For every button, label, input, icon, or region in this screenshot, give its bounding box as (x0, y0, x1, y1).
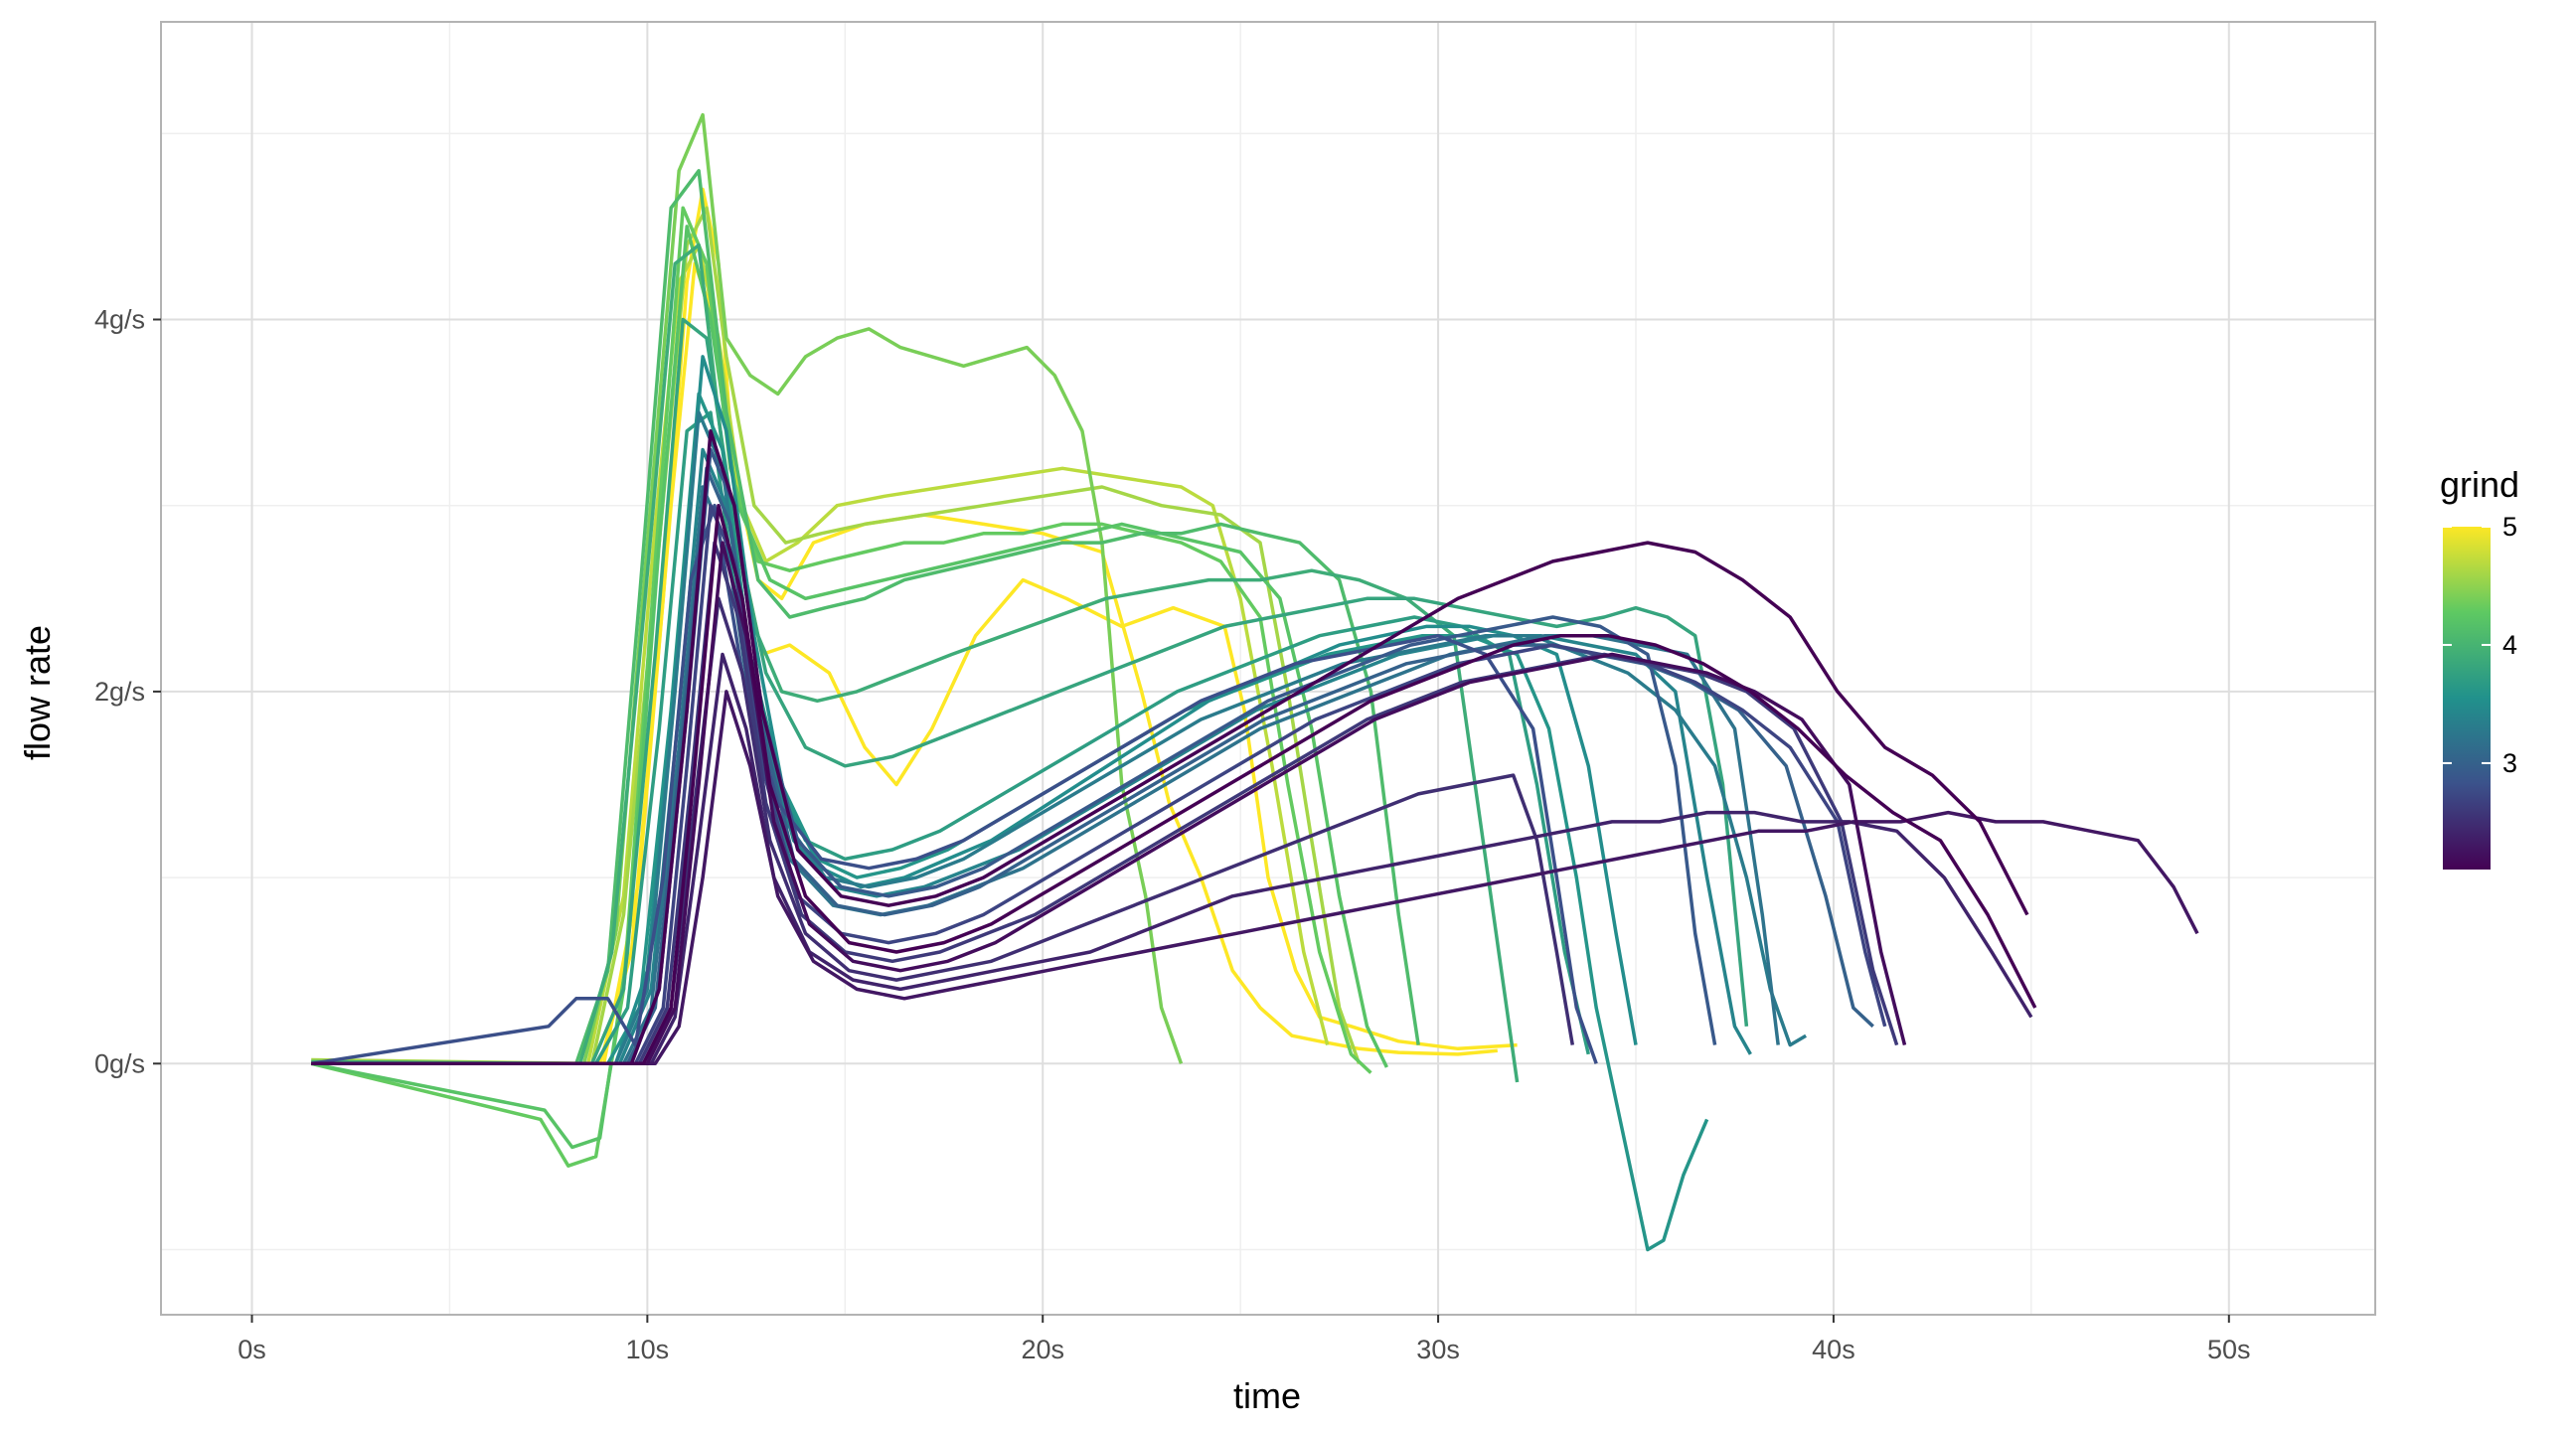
y-tick-label: 0g/s (94, 1048, 145, 1078)
flow-series-line (311, 503, 2037, 1066)
x-tick-label: 0s (238, 1335, 266, 1364)
x-tick-label: 20s (1021, 1335, 1064, 1364)
y-axis: 0g/s 2g/s 4g/s (94, 305, 161, 1078)
flow-series-line (311, 429, 2029, 1066)
y-axis-title: flow rate (17, 625, 58, 760)
flow-series-line (311, 503, 1887, 1066)
legend-tick-label: 5 (2502, 512, 2517, 542)
legend-tick-label: 3 (2502, 748, 2517, 778)
flow-series-line (310, 225, 1388, 1150)
panel-border (160, 21, 2376, 1316)
flow-series-line (311, 242, 1520, 1083)
legend-colorbar (2443, 527, 2491, 870)
x-tick-label: 30s (1416, 1335, 1460, 1364)
grind-legend: grind 3 4 5 (2440, 464, 2519, 870)
flow-series-line (311, 112, 1184, 1066)
x-tick-label: 40s (1812, 1335, 1855, 1364)
flow-series-line (311, 410, 1807, 1066)
flow-series-line (311, 596, 1575, 1066)
flow-series-line (311, 690, 2199, 1066)
flow-series-line (311, 447, 1717, 1066)
flow-series-line (310, 503, 1598, 1066)
x-axis-title: time (1233, 1375, 1301, 1416)
legend-ticks: 3 4 5 (2443, 512, 2517, 778)
x-axis: 0s 10s 20s 30s 40s 50s (238, 1315, 2251, 1364)
legend-title: grind (2440, 464, 2519, 505)
x-tick-label: 10s (626, 1335, 670, 1364)
y-tick-label: 4g/s (94, 305, 145, 335)
flow-series-line (311, 652, 2033, 1066)
legend-tick-label: 4 (2502, 630, 2517, 660)
flow-series-line (311, 169, 1420, 1066)
flow-series-line (311, 447, 1752, 1066)
flow-series-line (311, 317, 1749, 1066)
y-tick-label: 2g/s (94, 677, 145, 707)
series-layer (310, 112, 2199, 1252)
x-tick-label: 50s (2207, 1335, 2251, 1364)
